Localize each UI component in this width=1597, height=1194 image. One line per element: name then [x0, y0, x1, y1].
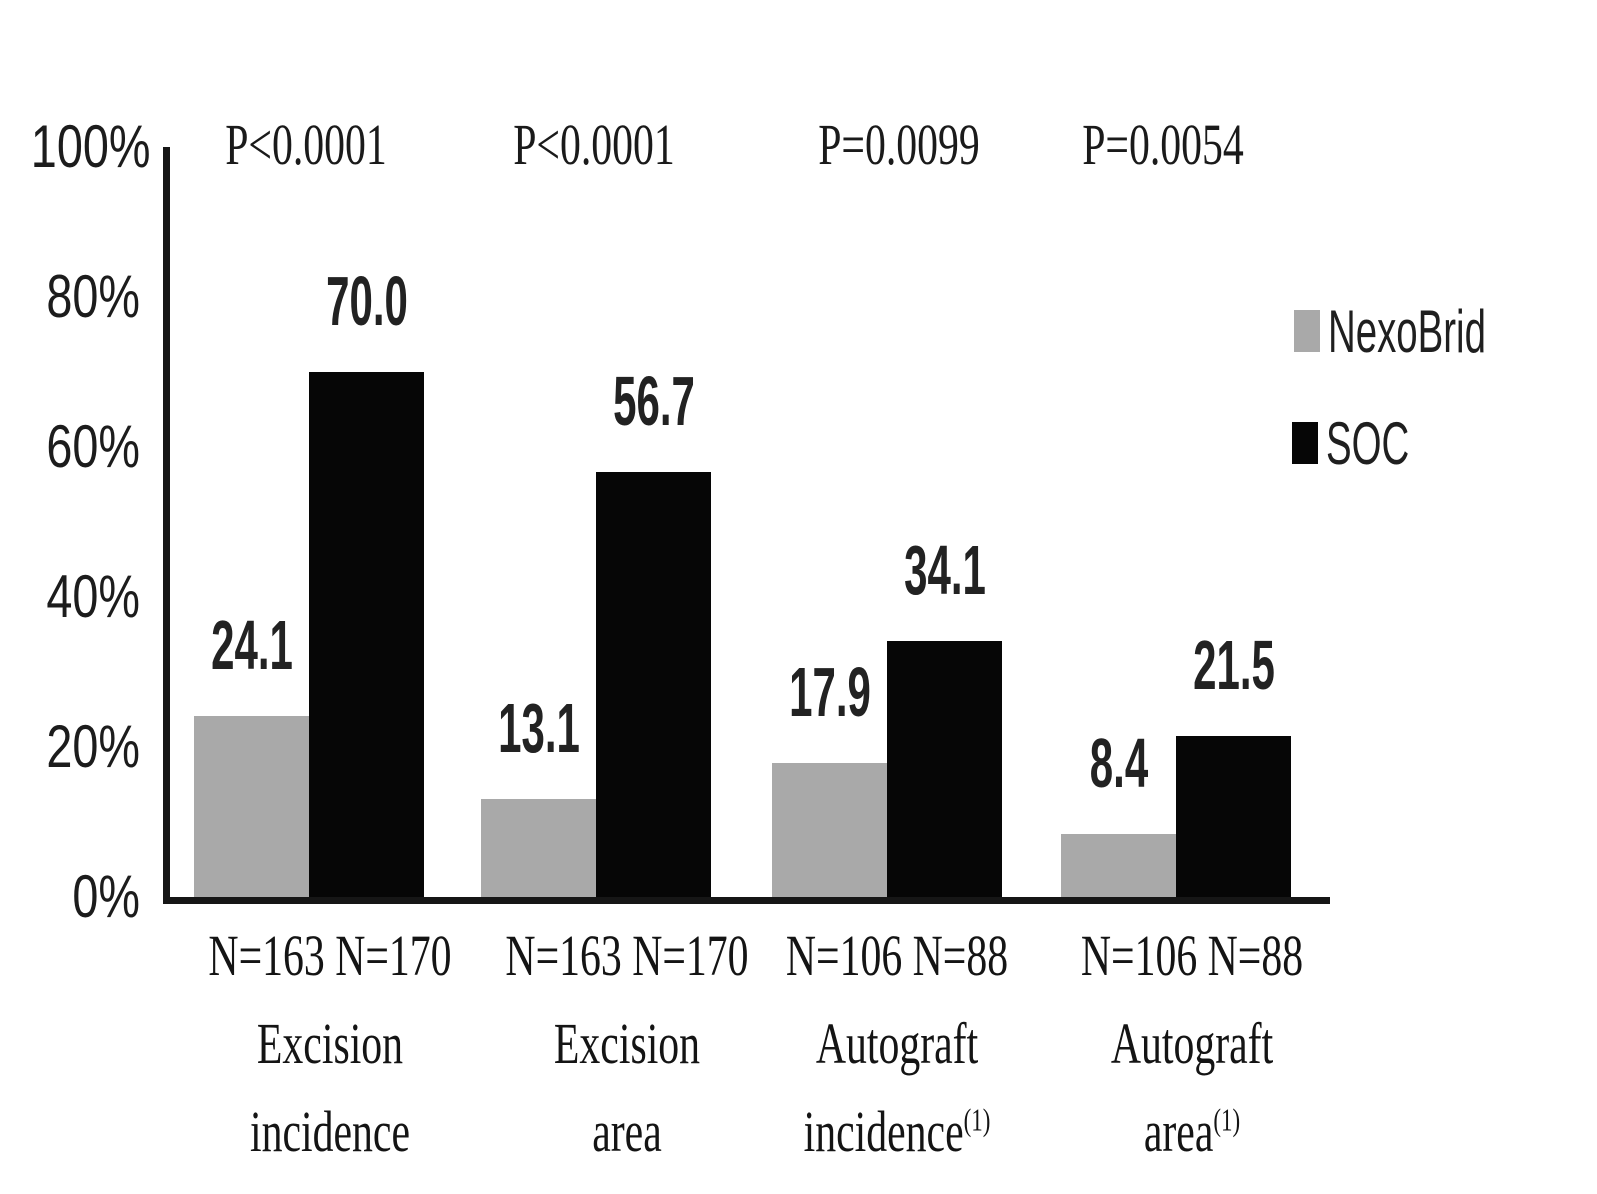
bar-value-label: 24.1	[210, 606, 293, 685]
category-n-labels: N=106 N=88	[1080, 923, 1304, 988]
bar-value-label: 34.1	[903, 531, 986, 610]
bar-nexobrid	[772, 762, 887, 897]
p-value-label: P=0.0099	[818, 112, 980, 177]
category-line-1: Excision	[256, 1011, 404, 1076]
legend-label-soc: SOC	[1326, 409, 1410, 477]
legend-swatch-soc	[1292, 422, 1318, 464]
y-tick-label: 40%	[46, 563, 141, 630]
category-label: N=163 N=170 Excision area	[476, 912, 778, 1176]
y-tick-label: 100%	[30, 113, 151, 180]
bar-value-label: 13.1	[497, 688, 580, 767]
p-value-label: P<0.0001	[225, 112, 387, 177]
bar-soc	[596, 471, 711, 897]
bar-nexobrid	[481, 798, 596, 897]
category-line-1: Autograft	[1110, 1011, 1274, 1076]
y-tick-label: 80%	[46, 263, 141, 330]
y-tick-label: 20%	[46, 713, 141, 780]
bar-soc	[887, 641, 1002, 897]
y-tick-label: 0%	[72, 863, 140, 930]
bar-value-label: 56.7	[612, 361, 695, 440]
category-label: N=163 N=170 Excision incidence	[179, 912, 481, 1176]
category-line-1: Excision	[553, 1011, 701, 1076]
legend-item-nexobrid: NexoBrid	[1294, 296, 1575, 366]
bar-value-label: 17.9	[788, 652, 871, 731]
bar-value-label: 21.5	[1192, 625, 1275, 704]
category-n-labels: N=163 N=170	[505, 923, 749, 988]
category-line-1: Autograft	[815, 1011, 979, 1076]
legend-swatch-nexobrid	[1294, 310, 1320, 352]
category-label: N=106 N=88 Autograft incidence(1)	[746, 912, 1048, 1176]
p-value-label: P=0.0054	[1082, 112, 1244, 177]
category-line-2: incidence(1)	[803, 1099, 991, 1164]
category-label: N=106 N=88 Autograft area(1)	[1041, 912, 1343, 1176]
bar-value-label: 70.0	[325, 262, 408, 340]
category-line-2: area(1)	[1143, 1099, 1241, 1164]
bar-nexobrid	[194, 716, 309, 897]
category-superscript: (1)	[963, 1102, 991, 1138]
bar-soc	[309, 372, 424, 897]
x-axis-line	[163, 897, 1330, 904]
y-tick-label: 60%	[46, 413, 141, 480]
bar-nexobrid	[1061, 834, 1176, 897]
bar-soc	[1176, 735, 1291, 897]
category-superscript: (1)	[1213, 1102, 1241, 1138]
category-line-2: area	[592, 1099, 662, 1164]
p-value-label: P<0.0001	[513, 112, 675, 177]
legend-label-nexobrid: NexoBrid	[1328, 297, 1486, 365]
legend-item-soc: SOC	[1292, 408, 1456, 478]
bar-value-label: 8.4	[1089, 724, 1148, 802]
category-n-labels: N=106 N=88	[785, 923, 1009, 988]
y-axis-line	[163, 147, 170, 904]
category-line-2: incidence	[250, 1099, 410, 1164]
category-n-labels: N=163 N=170	[208, 923, 452, 988]
